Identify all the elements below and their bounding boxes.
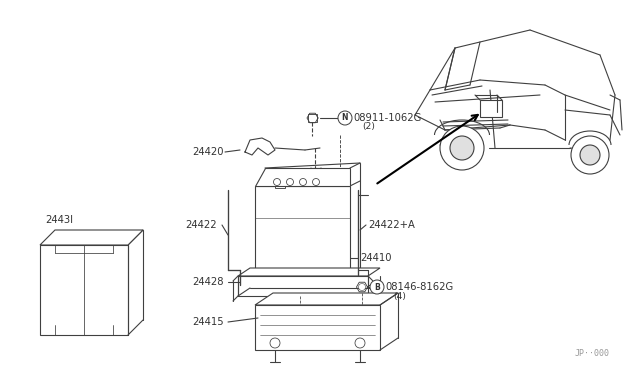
Text: N: N [342, 113, 348, 122]
Bar [310, 173, 320, 186]
Text: 24410: 24410 [360, 253, 392, 263]
Bar [308, 114, 317, 122]
Circle shape [358, 283, 365, 291]
Circle shape [440, 126, 484, 170]
Polygon shape [40, 230, 143, 245]
Circle shape [580, 145, 600, 165]
Text: JP··000: JP··000 [575, 349, 610, 358]
Circle shape [450, 136, 474, 160]
Circle shape [338, 111, 352, 125]
Bar [275, 178, 285, 188]
Text: 08146-8162G: 08146-8162G [385, 282, 453, 292]
Circle shape [312, 179, 319, 186]
Bar [255, 305, 380, 350]
Text: 2443I: 2443I [45, 215, 73, 225]
Bar [238, 276, 368, 296]
Circle shape [287, 179, 294, 186]
Circle shape [273, 179, 280, 186]
Polygon shape [255, 168, 350, 186]
Text: B: B [374, 282, 380, 292]
Text: (4): (4) [393, 292, 406, 301]
Bar [255, 186, 350, 294]
Text: 24422: 24422 [185, 220, 216, 230]
Text: (2): (2) [362, 122, 375, 131]
Circle shape [300, 179, 307, 186]
Text: 24420: 24420 [192, 147, 223, 157]
Text: 24415: 24415 [192, 317, 223, 327]
Circle shape [571, 136, 609, 174]
Circle shape [270, 338, 280, 348]
Polygon shape [238, 268, 380, 276]
Polygon shape [255, 293, 398, 305]
Text: 24422+A: 24422+A [368, 220, 415, 230]
Text: 08911-1062G: 08911-1062G [353, 113, 421, 123]
Text: 24428: 24428 [192, 277, 223, 287]
Circle shape [370, 280, 384, 294]
Bar [480, 100, 502, 117]
Circle shape [355, 338, 365, 348]
Bar [40, 245, 128, 335]
